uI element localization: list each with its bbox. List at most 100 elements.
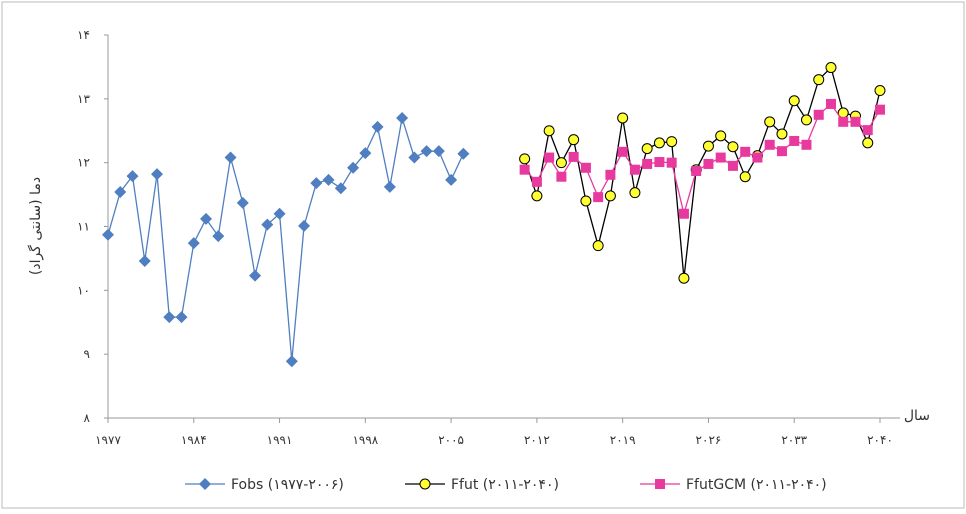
- data-point: [642, 158, 653, 169]
- data-point: [383, 180, 396, 193]
- data-point: [605, 169, 616, 180]
- data-point: [212, 230, 225, 243]
- data-point: [519, 153, 531, 165]
- data-point: [580, 195, 592, 207]
- data-point: [126, 170, 139, 183]
- data-point: [739, 171, 751, 183]
- data-point: [519, 164, 530, 175]
- data-point: [604, 190, 616, 202]
- legend-marker: [419, 478, 431, 490]
- data-point: [138, 254, 151, 267]
- y-axis-label: دما (سانتی گراد): [27, 177, 44, 275]
- data-point: [874, 85, 886, 97]
- data-point: [666, 136, 678, 148]
- data-point: [666, 157, 677, 168]
- data-point: [310, 177, 323, 190]
- data-point: [678, 272, 690, 284]
- data-point: [273, 207, 286, 220]
- data-point: [151, 168, 164, 181]
- data-point: [285, 355, 298, 368]
- x-tick-label: ۲۰۰۵: [438, 433, 464, 447]
- data-point: [175, 311, 188, 324]
- data-point: [727, 160, 738, 171]
- data-point: [801, 139, 812, 150]
- x-tick-label: ۲۰۱۹: [610, 433, 636, 447]
- x-tick-label: ۱۹۷۷: [95, 433, 121, 447]
- legend-marker: [655, 479, 665, 489]
- data-point: [629, 187, 641, 199]
- data-point: [838, 116, 849, 127]
- x-tick-label: ۱۹۹۸: [352, 433, 378, 447]
- data-point: [420, 145, 433, 158]
- data-point: [617, 112, 629, 124]
- data-point: [371, 120, 384, 133]
- data-point: [788, 95, 800, 107]
- y-tick-label: ۱۳: [77, 92, 90, 106]
- data-point: [556, 171, 567, 182]
- data-point: [703, 158, 714, 169]
- legend-label: FfutGCM (۲۰۱۱-۲۰۴۰): [686, 477, 827, 493]
- data-point: [544, 152, 555, 163]
- data-point: [691, 165, 702, 176]
- data-point: [298, 219, 311, 232]
- data-point: [568, 134, 580, 146]
- y-tick-label: ۱۴: [77, 28, 90, 42]
- data-point: [531, 190, 543, 202]
- data-point: [543, 125, 555, 137]
- x-tick-label: ۲۰۱۲: [524, 433, 550, 447]
- data-point: [629, 164, 640, 175]
- data-point: [641, 143, 653, 155]
- data-point: [322, 173, 335, 186]
- data-point: [800, 114, 812, 126]
- data-point: [593, 192, 604, 203]
- data-point: [592, 240, 604, 252]
- data-point: [875, 104, 885, 115]
- legend-marker: [199, 478, 211, 490]
- data-point: [702, 140, 714, 152]
- data-point: [408, 151, 421, 164]
- data-point: [740, 146, 751, 157]
- y-tick-label: ۹: [84, 347, 90, 361]
- data-point: [825, 98, 836, 109]
- data-point: [432, 145, 445, 158]
- x-tick-label: ۲۰۲۶: [696, 433, 722, 447]
- data-point: [715, 152, 726, 163]
- data-point: [261, 218, 274, 231]
- data-point: [531, 176, 542, 187]
- data-point: [359, 147, 372, 160]
- data-point: [654, 157, 665, 168]
- y-tick-label: ۱۱: [77, 220, 90, 234]
- data-point: [715, 130, 727, 142]
- data-point: [862, 137, 874, 149]
- data-point: [200, 212, 213, 225]
- data-point: [789, 135, 800, 146]
- data-point: [727, 141, 739, 153]
- data-point: [114, 186, 127, 199]
- data-point: [764, 139, 775, 150]
- data-point: [236, 196, 249, 209]
- x-tick-label: ۱۹۹۱: [267, 433, 293, 447]
- data-point: [580, 162, 591, 173]
- y-tick-label: ۸: [84, 411, 91, 425]
- data-point: [678, 208, 689, 219]
- data-point: [224, 151, 237, 164]
- y-tick-label: ۱۰: [77, 283, 90, 297]
- data-point: [776, 146, 787, 157]
- data-point: [187, 237, 200, 250]
- data-point: [653, 137, 665, 149]
- data-point: [555, 157, 567, 169]
- x-tick-label: ۱۹۸۴: [181, 433, 207, 447]
- series-line: [107, 117, 464, 362]
- data-point: [764, 116, 776, 128]
- data-point: [334, 182, 347, 195]
- data-point: [776, 128, 788, 140]
- legend-label: Ffut (۲۰۱۱-۲۰۴۰): [451, 477, 559, 493]
- data-point: [445, 173, 458, 186]
- data-point: [249, 269, 262, 282]
- data-point: [617, 146, 628, 157]
- data-point: [347, 161, 360, 174]
- data-point: [850, 116, 861, 127]
- x-tick-label: ۲۰۴۰: [867, 433, 893, 447]
